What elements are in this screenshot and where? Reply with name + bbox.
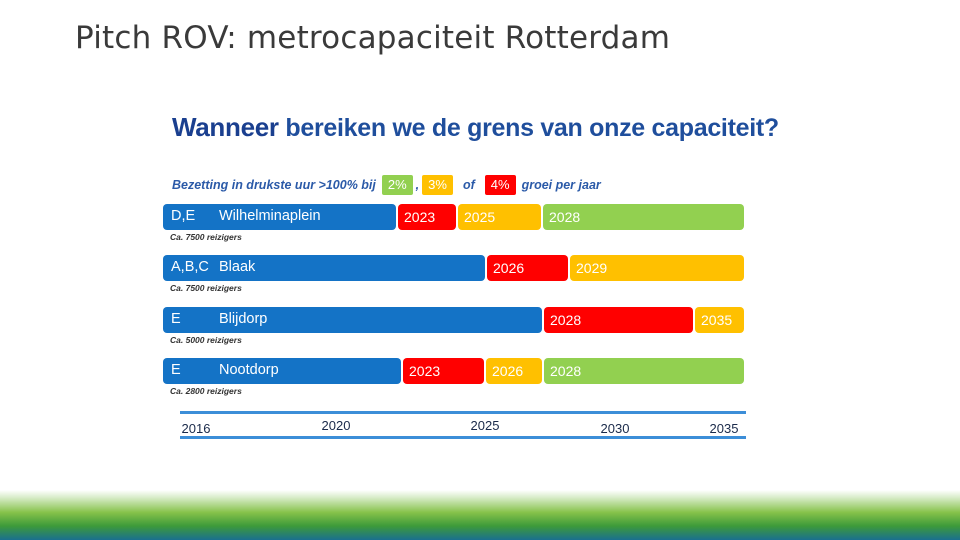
bar-wilhelminaplein-blue: D,E Wilhelminaplein xyxy=(163,204,396,230)
bar-year-label: 2025 xyxy=(464,209,496,225)
bar-wilhelminaplein-green: 2028 xyxy=(543,204,744,230)
bar-nootdorp-red: 2023 xyxy=(403,358,484,384)
chart-title: Wanneer bereiken we de grens van onze ca… xyxy=(172,112,779,143)
legend-chip-2pct: 2% xyxy=(381,175,413,195)
axis-tick-2016: 2016 xyxy=(181,421,211,436)
riders-count: Ca. 7500 reizigers xyxy=(170,232,242,242)
legend-separator-of: of xyxy=(462,178,475,192)
bar-year-label: 2029 xyxy=(576,260,608,276)
bar-wilhelminaplein-red: 2023 xyxy=(398,204,456,230)
bar-blaak-orange: 2029 xyxy=(570,255,744,281)
legend-prefix: Bezetting in drukste uur >100% bij xyxy=(172,178,376,192)
bar-blaak-blue: A,B,C Blaak xyxy=(163,255,485,281)
bar-nootdorp-orange: 2026 xyxy=(486,358,542,384)
legend-chip-3pct: 3% xyxy=(422,175,453,195)
bar-year-label: 2028 xyxy=(550,363,582,379)
route-station: Nootdorp xyxy=(219,362,279,378)
bar-year-label: 2026 xyxy=(493,260,525,276)
bar-year-label: 2023 xyxy=(409,363,441,379)
bar-year-label: 2023 xyxy=(404,209,436,225)
axis-line-top xyxy=(180,411,746,414)
route-station: Blijdorp xyxy=(219,311,268,327)
route-code: D,E xyxy=(171,208,196,224)
bar-nootdorp-blue: E Nootdorp xyxy=(163,358,401,384)
chart-title-strong: Wanneer xyxy=(172,112,279,142)
bar-wilhelminaplein-orange: 2025 xyxy=(458,204,541,230)
slide-title: Pitch ROV: metrocapaciteit Rotterdam xyxy=(75,20,671,56)
bar-nootdorp-green: 2028 xyxy=(544,358,744,384)
axis-tick-2035: 2035 xyxy=(709,421,739,436)
bar-year-label: 2028 xyxy=(549,209,581,225)
route-station: Blaak xyxy=(219,259,256,275)
riders-count: Ca. 2800 reizigers xyxy=(170,386,242,396)
legend-separator-comma: , xyxy=(415,178,420,192)
route-station: Wilhelminaplein xyxy=(219,208,321,224)
axis-line-bottom xyxy=(180,436,746,439)
riders-count: Ca. 5000 reizigers xyxy=(170,335,242,345)
bar-blijdorp-red: 2028 xyxy=(544,307,693,333)
route-code: E xyxy=(171,311,181,327)
route-code: A,B,C xyxy=(171,259,209,275)
axis-tick-2020: 2020 xyxy=(321,418,351,433)
bar-blijdorp-blue: E Blijdorp xyxy=(163,307,542,333)
bar-year-label: 2026 xyxy=(492,363,524,379)
axis-tick-2025: 2025 xyxy=(470,418,500,433)
chart-title-rest: bereiken we de grens van onze capaciteit… xyxy=(285,114,779,142)
legend-suffix: groei per jaar xyxy=(521,178,601,192)
bar-blaak-red: 2026 xyxy=(487,255,568,281)
footer-gradient-band xyxy=(0,490,960,540)
bar-year-label: 2035 xyxy=(701,312,733,328)
bar-blijdorp-orange: 2035 xyxy=(695,307,744,333)
bar-year-label: 2028 xyxy=(550,312,582,328)
axis-tick-2030: 2030 xyxy=(600,421,630,436)
legend: Bezetting in drukste uur >100% bij 2% , … xyxy=(172,174,601,196)
route-code: E xyxy=(171,362,181,378)
legend-chip-4pct: 4% xyxy=(484,175,516,195)
riders-count: Ca. 7500 reizigers xyxy=(170,283,242,293)
